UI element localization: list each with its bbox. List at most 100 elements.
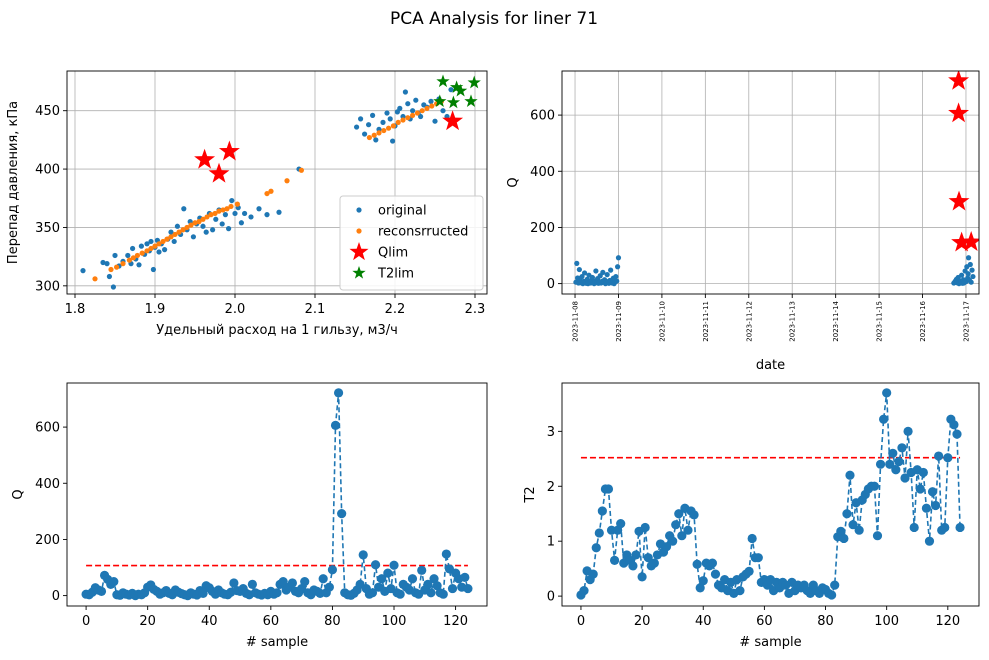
data-point (432, 118, 438, 124)
data-point (383, 568, 393, 578)
data-point (710, 569, 721, 579)
legend-box (339, 195, 484, 291)
data-point (171, 238, 177, 245)
data-point (174, 223, 180, 229)
data-point (370, 112, 376, 118)
data-point (589, 274, 596, 281)
data-point (417, 565, 427, 575)
data-point (125, 252, 131, 259)
data-point (264, 190, 270, 197)
star-marker (449, 80, 464, 94)
data-point (882, 388, 892, 398)
data-point (698, 576, 708, 586)
data-point (695, 583, 705, 593)
x-tick-label: 0 (577, 614, 585, 629)
data-point (579, 586, 589, 596)
data-point (429, 574, 439, 584)
data-point (418, 113, 424, 120)
data-point (278, 576, 288, 587)
data-point (204, 214, 210, 220)
data-point (188, 222, 194, 228)
data-point (384, 110, 390, 116)
data-point (597, 506, 607, 516)
data-point (402, 89, 408, 95)
data-point (144, 248, 150, 254)
x-tick-label: 2023-11-08 (572, 301, 580, 342)
data-point (210, 227, 216, 233)
axes-frame (66, 70, 488, 295)
x-tick-label: 100 (874, 614, 899, 629)
data-point (200, 223, 206, 229)
plot-area (573, 71, 979, 287)
figure-title: PCA Analysis for liner 71 (390, 9, 598, 29)
data-point (924, 536, 935, 546)
data-point (248, 214, 254, 220)
y-tick-label: 1 (547, 535, 555, 550)
data-point (150, 266, 156, 273)
data-point (395, 119, 401, 125)
data-point (677, 531, 687, 541)
data-point (160, 238, 166, 245)
data-point (390, 123, 396, 129)
data-point (854, 525, 864, 535)
data-point (176, 229, 182, 235)
data-point (380, 119, 386, 125)
y-tick-label: 450 (35, 104, 60, 119)
data-point (276, 209, 282, 215)
data-point (616, 519, 626, 529)
x-tick-label: 2023-11-09 (615, 301, 623, 342)
data-point (593, 268, 599, 274)
data-point (631, 550, 641, 560)
data-point (608, 267, 614, 273)
plot-area (81, 388, 473, 601)
data-point (604, 272, 610, 278)
data-point (827, 590, 837, 600)
data-point (579, 273, 585, 280)
data-point (389, 560, 399, 570)
data-point (955, 522, 965, 533)
data-point (643, 553, 653, 563)
series-t2lim (433, 74, 481, 109)
data-point (333, 388, 344, 398)
data-point (426, 588, 436, 598)
data-point (92, 276, 98, 282)
data-point (613, 273, 619, 280)
data-point (588, 569, 598, 579)
star-marker (194, 148, 216, 169)
y-axis-label: Q (506, 177, 521, 187)
data-point (152, 243, 158, 249)
data-point (198, 588, 208, 598)
data-point (735, 586, 745, 596)
data-point (842, 509, 852, 519)
data-point (400, 117, 406, 123)
data-point (836, 526, 846, 536)
y-tick-label: 400 (35, 163, 60, 178)
data-point (405, 101, 411, 107)
legend-marker-original (356, 207, 362, 213)
data-point (298, 167, 304, 173)
data-point (256, 206, 262, 212)
data-point (747, 533, 757, 544)
plot-area (576, 388, 965, 600)
data-point (222, 212, 228, 218)
data-point (228, 203, 234, 210)
data-point (162, 247, 168, 253)
star-marker (436, 74, 450, 88)
axes-frame (561, 382, 980, 607)
data-point (968, 279, 974, 285)
data-point (959, 272, 965, 278)
star-marker (467, 75, 481, 89)
x-tick-label: 20 (139, 614, 156, 629)
plot-area (80, 74, 481, 290)
data-point (234, 201, 240, 207)
data-point (190, 234, 196, 240)
data-point (377, 574, 387, 584)
data-point (460, 572, 470, 582)
data-point (172, 231, 178, 238)
x-tick-label: 2023-11-15 (876, 301, 884, 342)
data-point (144, 241, 150, 247)
y-axis-label: Перепад давления, кПа (6, 101, 21, 264)
data-point (100, 259, 106, 266)
data-point (918, 467, 928, 478)
data-point (139, 250, 145, 256)
